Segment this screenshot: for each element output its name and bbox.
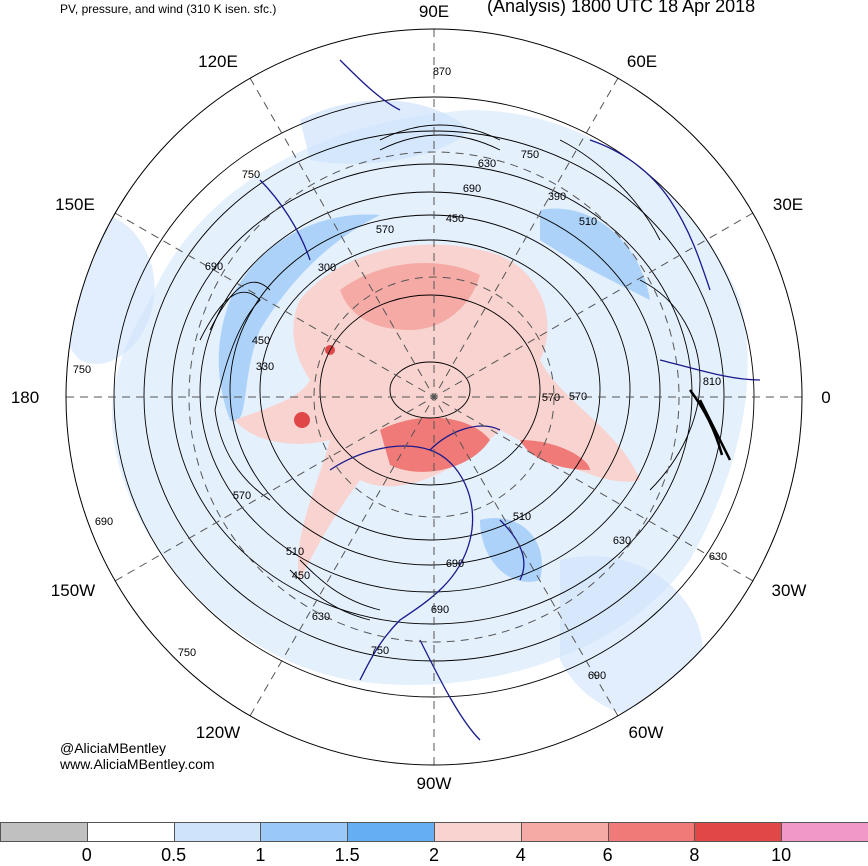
pv-shading-red xyxy=(235,244,640,580)
contour-label: 690 xyxy=(205,261,223,273)
colorbar-swatch xyxy=(260,822,349,842)
lon-label: 120E xyxy=(198,52,238,71)
contour-label: 510 xyxy=(513,511,531,523)
colorbar-swatch xyxy=(781,822,868,842)
contour-label: 450 xyxy=(252,335,270,347)
contour-label: 750 xyxy=(242,169,260,181)
contour-label: 750 xyxy=(178,647,196,659)
polar-stereographic-map: 90E 60E 30E 0 30W 60W 90W 120W 150W 180 … xyxy=(11,2,831,793)
contour-label: 450 xyxy=(446,213,464,225)
contour-label: 570 xyxy=(376,224,394,236)
contour-label: 690 xyxy=(588,670,606,682)
coastlines xyxy=(259,59,761,741)
credit-website: www.AliciaMBentley.com xyxy=(60,756,215,772)
contour-label: 630 xyxy=(613,535,631,547)
colorbar: 0 0.5 1 1.5 2 4 6 8 10 xyxy=(0,822,868,865)
contour-label: 750 xyxy=(371,645,389,657)
colorbar-swatch xyxy=(0,822,88,842)
contour-label: 630 xyxy=(709,551,727,563)
lon-label: 90W xyxy=(417,774,452,793)
colorbar-swatch xyxy=(607,822,696,842)
contour-label: 450 xyxy=(292,570,310,582)
contour-label: 390 xyxy=(548,191,566,203)
contour-label: 690 xyxy=(446,558,464,570)
contour-label: 690 xyxy=(431,604,449,616)
lon-label: 30W xyxy=(772,581,807,600)
contour-labels: 870 750 630 690 390 510 450 570 300 750 … xyxy=(73,66,727,682)
contour-label: 570 xyxy=(542,392,560,404)
colorbar-swatch xyxy=(520,822,609,842)
colorbar-swatch xyxy=(434,822,522,842)
graticule xyxy=(66,29,802,765)
colorbar-swatch xyxy=(347,822,435,842)
contour-label: 630 xyxy=(312,611,330,623)
lon-label: 60W xyxy=(629,723,664,742)
contour-label: 570 xyxy=(233,490,251,502)
contour-label: 750 xyxy=(521,149,539,161)
contour-label: 810 xyxy=(703,376,721,388)
lon-label: 60E xyxy=(627,52,657,71)
contour-label: 690 xyxy=(463,183,481,195)
colorbar-swatch xyxy=(173,822,262,842)
map-boundary xyxy=(65,28,803,766)
contour-label: 570 xyxy=(569,391,587,403)
lon-label: 180 xyxy=(11,388,39,407)
colorbar-tick-label: 10 xyxy=(771,845,792,865)
credit-handle: @AliciaMBentley xyxy=(60,740,167,756)
colorbar-tick-label: 4 xyxy=(515,845,526,865)
lon-label: 30E xyxy=(773,195,803,214)
contour-label: 750 xyxy=(73,364,91,376)
colorbar-tick-label: 0 xyxy=(81,845,92,865)
colorbar-swatch xyxy=(86,822,175,842)
contour-label: 690 xyxy=(95,516,113,528)
colorbar-tick-label: 1.5 xyxy=(334,845,360,865)
colorbar-tick-label: 1 xyxy=(255,845,266,865)
figure-subtitle: PV, pressure, and wind (310 K isen. sfc.… xyxy=(60,2,277,16)
colorbar-tick-label: 2 xyxy=(428,845,440,865)
lon-label: 0 xyxy=(821,388,830,407)
colorbar-tick-label: 6 xyxy=(602,845,613,865)
contour-label: 300 xyxy=(318,262,336,274)
contour-label: 630 xyxy=(478,158,496,170)
contour-label: 510 xyxy=(286,546,304,558)
colorbar-tick-label: 0.5 xyxy=(161,845,187,865)
contour-label: 510 xyxy=(579,216,597,228)
longitude-labels: 90E 60E 30E 0 30W 60W 90W 120W 150W 180 … xyxy=(11,2,831,793)
contour-label: 330 xyxy=(256,361,274,373)
lon-label: 150W xyxy=(51,581,95,600)
colorbar-swatch xyxy=(694,822,783,842)
contour-label: 870 xyxy=(433,66,451,78)
colorbar-tick-label: 8 xyxy=(689,845,700,865)
figure-title: (Analysis) 1800 UTC 18 Apr 2018 xyxy=(487,0,756,16)
lon-label: 90E xyxy=(419,2,449,21)
lon-label: 150E xyxy=(55,195,95,214)
lon-label: 120W xyxy=(196,723,240,742)
